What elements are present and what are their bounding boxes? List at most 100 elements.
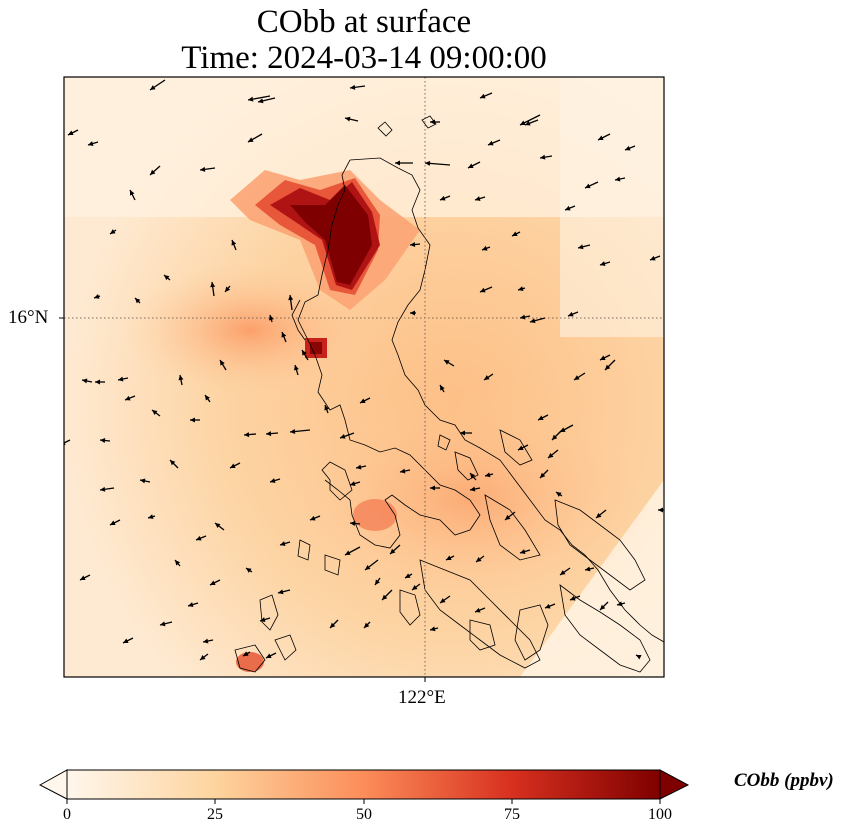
wind-arrow-head (410, 242, 416, 247)
wind-arrow-head (246, 568, 252, 573)
colorbar-tick-75: 75 (504, 806, 520, 823)
wind-arrow-head (574, 375, 580, 380)
wind-arrow-head (210, 282, 216, 288)
wind-arrow-head (324, 405, 330, 411)
wind-arrow-head (290, 429, 296, 434)
wind-arrow-head (598, 135, 604, 140)
wind-arrow-head (480, 287, 486, 293)
wind-arrow-head (430, 485, 435, 491)
wind-arrow-head (148, 514, 154, 520)
wind-arrow-head (280, 541, 286, 546)
wind-arrow-head (468, 163, 474, 168)
wind-arrow-head (152, 410, 158, 415)
wind-arrow-head (625, 145, 631, 151)
wind-arrow-head (356, 464, 362, 470)
wind-arrow-head (430, 119, 435, 125)
wind-arrow-head (244, 432, 250, 438)
wind-arrow-head (203, 638, 209, 644)
wind-arrow-head (488, 140, 494, 146)
colorbar-bar (66, 769, 661, 800)
wind-arrow-head (395, 160, 400, 166)
wind-arrow-head (596, 512, 602, 518)
wind-arrow-head (248, 137, 254, 142)
wind-arrow-head (600, 604, 606, 610)
wind-arrow-head (350, 521, 356, 526)
wind-arrow-head (100, 486, 106, 492)
wind-arrow-head (95, 379, 100, 385)
wind-arrow-head (260, 617, 266, 622)
wind-arrow-head (125, 395, 131, 401)
wind-arrow-head (248, 96, 254, 102)
wind-arrow-head (258, 98, 264, 104)
wind-arrow-head (330, 622, 336, 628)
wind-arrow-head (100, 438, 106, 443)
colorbar (38, 769, 690, 804)
wind-arrow-head (266, 431, 272, 437)
wind-arrow-head (475, 607, 481, 613)
wind-arrow-head (160, 621, 166, 627)
wind-arrow-head (440, 598, 446, 603)
wind-arrow-head (288, 295, 294, 301)
colorbar-tick-25: 25 (207, 806, 223, 823)
wind-arrow-head (281, 332, 287, 338)
wind-arrow-head (605, 364, 611, 370)
wind-arrow-head (360, 398, 366, 403)
wind-arrow-head (82, 378, 88, 384)
wind-arrow-head (518, 286, 524, 292)
wind-arrow-head (175, 560, 181, 566)
wind-arrow-head (600, 261, 606, 266)
wind-arrow-head (636, 655, 642, 660)
wind-arrow-head (231, 240, 237, 246)
wind-arrow-head (188, 602, 194, 607)
wind-arrow-head (650, 255, 656, 261)
wind-arrow-head (270, 478, 276, 483)
latitude-tick-label: 16°N (8, 307, 49, 328)
wind-arrow-head (130, 190, 135, 196)
colorbar-max-extend (659, 769, 690, 800)
map-frame (63, 76, 665, 678)
wind-arrow-head (545, 603, 551, 609)
wind-arrow-head (525, 120, 531, 126)
wind-arrow-head (225, 286, 231, 292)
wind-arrow-head (505, 514, 511, 520)
wind-arrow-head (345, 550, 351, 555)
wind-arrow-head (470, 486, 476, 492)
wind-arrow-head (482, 245, 488, 251)
longitude-tick-label: 122°E (398, 687, 446, 708)
wind-arrow-head (552, 434, 558, 440)
wind-arrow-head (570, 595, 576, 601)
wind-arrow-head (135, 298, 141, 304)
wind-arrow-head (210, 580, 216, 585)
wind-arrow-head (615, 176, 621, 182)
wind-arrow-head (350, 481, 356, 486)
wind-arrow-head (518, 445, 524, 450)
wind-arrow-head (400, 468, 406, 474)
wind-arrow-head (484, 375, 490, 380)
wind-arrow-head (460, 430, 465, 436)
coastlines (234, 115, 664, 673)
wind-arrow-head (200, 655, 206, 660)
wind-arrow-head (110, 520, 116, 525)
wind-arrow-head (150, 169, 156, 175)
wind-arrow-head (444, 360, 450, 365)
concentration-field (64, 77, 664, 677)
wind-arrow-head (88, 141, 94, 146)
wind-arrow-head (600, 355, 606, 360)
wind-arrow-head (440, 385, 445, 391)
wind-arrow-head (302, 350, 307, 356)
wind-vectors (64, 79, 664, 661)
wind-arrow-head (350, 84, 356, 90)
wind-arrow-head (345, 116, 351, 122)
wind-arrow-head (68, 130, 74, 135)
wind-arrow-head (476, 557, 482, 562)
wind-arrow-head (230, 463, 236, 468)
wind-arrow-head (266, 653, 272, 658)
wind-arrow-head (520, 314, 526, 320)
wind-arrow-head (480, 93, 486, 99)
wind-arrow-head (140, 478, 146, 484)
wind-arrow-head (118, 376, 124, 382)
axis-ticks (59, 317, 426, 682)
wind-arrow-head (475, 196, 481, 201)
wind-arrow-head (410, 310, 415, 316)
